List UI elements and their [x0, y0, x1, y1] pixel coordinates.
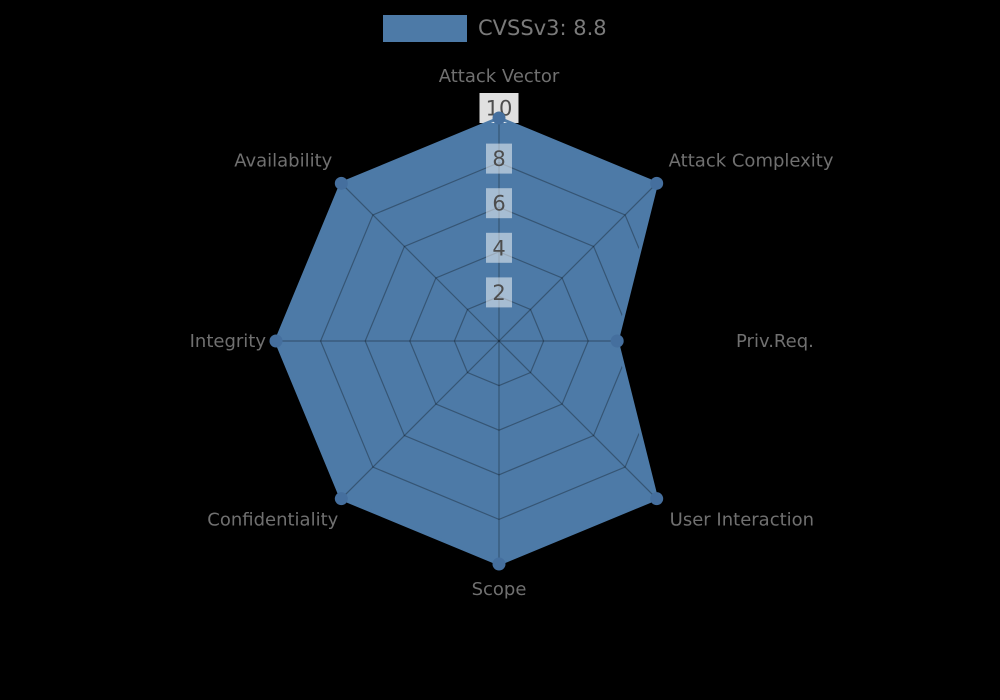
axis-label: Priv.Req. — [736, 331, 814, 352]
vertex-marker — [269, 334, 283, 348]
vertex-marker — [492, 111, 506, 125]
grid-ring — [319, 161, 679, 521]
radial-tick-label: 4 — [492, 236, 505, 260]
grid-ring — [453, 295, 545, 387]
vertex-marker — [334, 176, 348, 190]
vertex-marker — [334, 492, 348, 506]
axis-label: Scope — [472, 579, 527, 600]
axis-label: Availability — [234, 150, 332, 171]
axis-label: Integrity — [190, 331, 267, 352]
tick-box — [486, 232, 512, 263]
chart-legend: CVSSv3: 8.8 — [383, 15, 607, 42]
axis-spoke — [498, 340, 658, 500]
axis-label: Attack Complexity — [669, 150, 834, 171]
radial-tick-label: 8 — [492, 147, 505, 171]
tick-box — [486, 188, 512, 219]
tick-box — [486, 143, 512, 174]
tick-box — [486, 277, 512, 308]
legend-swatch — [383, 15, 467, 42]
axis-label: Confidentiality — [207, 510, 338, 531]
grid-ring — [409, 251, 589, 431]
axis-spoke — [340, 340, 500, 500]
radial-tick-label: 6 — [492, 192, 505, 216]
grid-ring — [364, 206, 634, 476]
vertex-marker — [650, 176, 664, 190]
axis-spoke — [498, 182, 658, 342]
axis-spoke — [340, 182, 500, 342]
legend-label: CVSSv3: 8.8 — [478, 16, 607, 40]
radial-tick-label: 2 — [492, 281, 505, 305]
vertex-marker — [610, 334, 624, 348]
axis-label: Attack Vector — [439, 66, 560, 87]
axis-label: User Interaction — [670, 510, 814, 531]
vertex-marker — [650, 492, 664, 506]
data-polygon-fill — [276, 118, 657, 564]
vertex-marker — [492, 557, 506, 571]
